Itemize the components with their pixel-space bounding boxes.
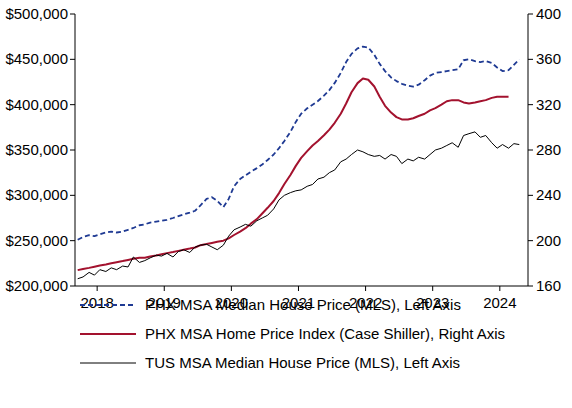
chart: $200,000 $250,000 $300,000 $350,000 $400,000… [0, 0, 572, 408]
y2-tick-label: 240 [536, 186, 561, 203]
y-tick-label: $450,000 [5, 50, 68, 67]
y-tick [70, 14, 75, 15]
y-tick [70, 150, 75, 151]
legend-swatch [80, 304, 136, 306]
y2-tick [528, 59, 533, 60]
x-tick [298, 286, 299, 291]
y-tick [70, 104, 75, 105]
series-line [78, 132, 520, 279]
y-tick-label: $250,000 [5, 232, 68, 249]
x-tick [231, 286, 232, 291]
y2-tick-label: 200 [536, 232, 561, 249]
x-tick [365, 286, 366, 291]
plot-area [78, 47, 520, 279]
y2-tick [528, 14, 533, 15]
y-tick-label: $350,000 [5, 141, 68, 158]
y-tick [70, 240, 75, 241]
y-tick-label: $200,000 [5, 277, 68, 294]
y2-tick [528, 286, 533, 287]
y2-tick-label: 160 [536, 277, 561, 294]
legend-swatch [80, 363, 136, 364]
y-tick-label: $300,000 [5, 186, 68, 203]
y-tick [70, 286, 75, 287]
y-tick [70, 195, 75, 196]
x-axis-line [75, 286, 528, 287]
x-tick-label: 2018 [80, 294, 113, 311]
legend: PHX MSA Median House Price (MLS), Left A… [80, 296, 505, 371]
legend-label: PHX MSA Median House Price (MLS), Left A… [145, 296, 461, 313]
y-tick-label: $400,000 [5, 96, 68, 113]
y2-tick-label: 400 [536, 5, 561, 22]
x-tick-label: 2024 [483, 294, 516, 311]
y2-tick-label: 320 [536, 96, 561, 113]
y2-tick [528, 240, 533, 241]
y2-tick [528, 104, 533, 105]
y2-tick-label: 280 [536, 141, 561, 158]
y2-tick-label: 360 [536, 50, 561, 67]
legend-label: TUS MSA Median House Price (MLS), Left A… [145, 354, 460, 371]
x-tick [164, 286, 165, 291]
x-tick [499, 286, 500, 291]
y-tick [70, 59, 75, 60]
y2-tick [528, 195, 533, 196]
axes [75, 14, 528, 286]
x-tick [97, 286, 98, 291]
series-line [78, 79, 509, 271]
y-tick-label: $500,000 [5, 5, 68, 22]
legend-swatch [80, 333, 136, 335]
y2-tick [528, 150, 533, 151]
x-tick [432, 286, 433, 291]
legend-label: PHX MSA Home Price Index (Case Shiller),… [145, 325, 505, 342]
